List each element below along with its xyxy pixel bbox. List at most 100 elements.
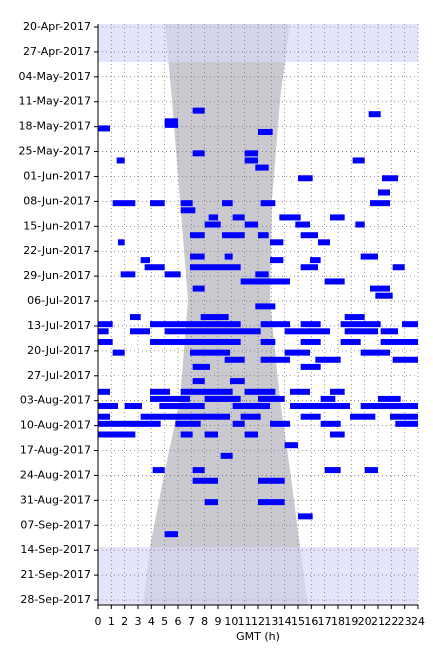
- activity-bar: [124, 403, 142, 410]
- activity-bar: [270, 420, 290, 427]
- activity-bar: [180, 431, 193, 438]
- x-tick-label: 2: [121, 615, 128, 628]
- activity-bar: [150, 395, 190, 402]
- activity-bar: [375, 292, 393, 299]
- y-tick-label: 13-Jul-2017: [27, 319, 91, 332]
- activity-bar: [98, 328, 109, 335]
- activity-bar: [300, 264, 318, 271]
- activity-bar: [324, 278, 345, 285]
- activity-bar: [152, 467, 165, 474]
- activity-bar: [164, 328, 261, 335]
- y-tick-label: 07-Sep-2017: [20, 518, 91, 531]
- activity-bar: [318, 239, 330, 246]
- activity-bar: [98, 420, 161, 427]
- activity-bar: [230, 378, 245, 385]
- activity-bar: [315, 356, 341, 363]
- activity-bar: [258, 232, 269, 239]
- activity-bar: [98, 125, 110, 132]
- activity-bar: [330, 388, 345, 395]
- activity-bar: [392, 356, 418, 363]
- activity-bar: [392, 264, 405, 271]
- x-tick-label: 13: [264, 615, 278, 628]
- activity-bar: [270, 239, 284, 246]
- activity-bar: [395, 420, 418, 427]
- activity-bar: [116, 157, 125, 164]
- activity-bar: [144, 264, 165, 271]
- activity-bar: [220, 452, 233, 459]
- activity-bar: [260, 321, 290, 328]
- activity-bar: [232, 420, 245, 427]
- shaded-period: [98, 24, 418, 62]
- y-tick-label: 20-Apr-2017: [23, 20, 91, 33]
- activity-bar: [224, 253, 233, 260]
- activity-bar: [192, 285, 205, 292]
- activity-bar: [204, 395, 241, 402]
- activity-bar: [360, 403, 418, 410]
- activity-bar: [350, 413, 376, 420]
- activity-bar: [98, 388, 110, 395]
- activity-bar: [300, 413, 321, 420]
- activity-bar: [324, 467, 341, 474]
- activity-bar: [232, 403, 270, 410]
- activity-bar: [258, 395, 285, 402]
- x-tick-label: 5: [161, 615, 168, 628]
- activity-bar: [402, 321, 418, 328]
- activity-bar: [118, 239, 125, 246]
- y-tick-label: 15-Jun-2017: [23, 219, 91, 232]
- y-tick-label: 01-Jun-2017: [23, 169, 91, 182]
- activity-bar: [310, 257, 321, 264]
- y-tick-label: 03-Aug-2017: [20, 394, 91, 407]
- activity-bar: [190, 253, 205, 260]
- y-tick-label: 18-May-2017: [19, 120, 91, 133]
- activity-bar: [284, 349, 310, 356]
- activity-bar: [298, 513, 313, 520]
- y-tick-label: 11-May-2017: [19, 95, 91, 108]
- activity-bar: [159, 403, 205, 410]
- activity-bar: [340, 321, 381, 328]
- activity-bar: [352, 157, 365, 164]
- y-tick-label: 21-Sep-2017: [20, 568, 91, 581]
- activity-bar: [260, 356, 290, 363]
- y-tick-label: 10-Aug-2017: [20, 419, 91, 432]
- x-tick-label: 17: [318, 615, 332, 628]
- activity-bar: [180, 388, 233, 395]
- activity-bar: [180, 200, 193, 207]
- x-tick-label: 9: [215, 615, 222, 628]
- y-tick-label: 04-May-2017: [19, 70, 91, 83]
- activity-bar: [258, 477, 285, 484]
- activity-bar: [240, 278, 290, 285]
- activity-bar: [255, 303, 276, 310]
- activity-bar: [255, 271, 269, 278]
- activity-bar: [208, 214, 218, 221]
- activity-bar: [355, 221, 365, 228]
- activity-bar: [244, 150, 258, 157]
- activity-bar: [360, 349, 390, 356]
- activity-bar: [192, 378, 205, 385]
- activity-bar: [258, 499, 285, 506]
- y-tick-label: 25-May-2017: [19, 145, 91, 158]
- x-tick-label: 1: [108, 615, 115, 628]
- activity-bar: [130, 328, 150, 335]
- activity-bar: [344, 328, 378, 335]
- activity-bar: [380, 338, 418, 345]
- x-tick-label: 15: [291, 615, 305, 628]
- activity-bar: [300, 232, 318, 239]
- activity-bar: [192, 363, 210, 370]
- activity-bar: [390, 413, 418, 420]
- y-tick-label: 27-Apr-2017: [23, 45, 91, 58]
- activity-bar: [204, 499, 218, 506]
- activity-bar: [244, 431, 258, 438]
- activity-bar: [244, 157, 258, 164]
- activity-bar: [284, 442, 298, 449]
- x-tick-label: 23: [398, 615, 412, 628]
- activity-bar: [290, 403, 350, 410]
- x-tick-label: 18: [331, 615, 345, 628]
- x-tick-label: 24: [411, 615, 425, 628]
- activity-bar: [330, 214, 345, 221]
- x-tick-label: 0: [95, 615, 102, 628]
- activity-bar: [192, 107, 205, 114]
- x-tick-label: 16: [304, 615, 318, 628]
- x-tick-label: 8: [201, 615, 208, 628]
